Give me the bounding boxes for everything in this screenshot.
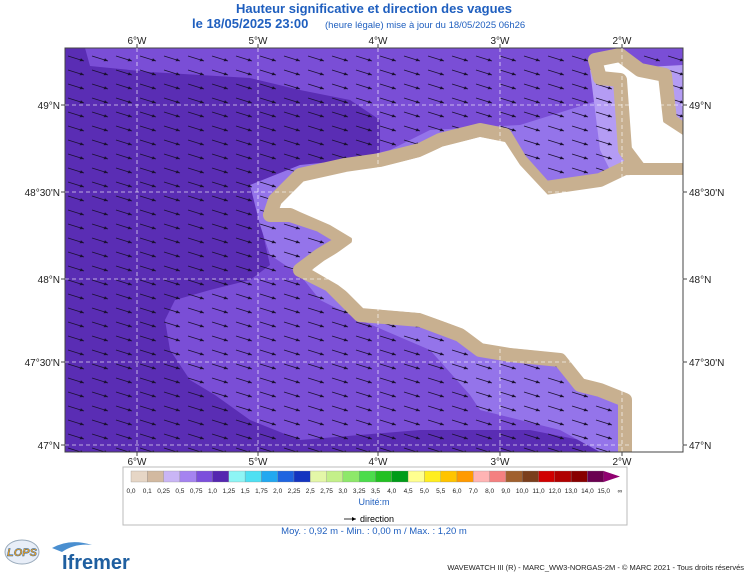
lon-label-bottom: 5°W (249, 457, 269, 468)
legend-label: 1,25 (222, 488, 235, 495)
lon-label-bottom: 3°W (491, 457, 511, 468)
legend-label: 0,75 (190, 488, 203, 495)
legend-swatch (163, 470, 181, 483)
legend-label: 0,0 (126, 488, 135, 495)
legend-swatch (196, 470, 213, 483)
graticule: 6°W 6°W 5°W 5°W 4°W 4°W 3°W 3°W 2°W 2°W 49°N 49°N 48… (25, 36, 725, 468)
lops-text: LOPS (7, 547, 38, 559)
legend-swatch (179, 470, 197, 483)
legend-label: 2,0 (273, 488, 282, 495)
legend-label: 8,0 (485, 488, 494, 495)
stats: Moy. : 0,92 m - Min. : 0,00 m / Max. : 1… (281, 526, 467, 537)
legend-unit: Unité:m (358, 497, 389, 507)
legend-label: 2,5 (306, 488, 315, 495)
legend-swatch (375, 470, 392, 483)
lops-logo (4, 539, 40, 565)
lon-label-top: 6°W (128, 36, 148, 47)
legend-label: 6,0 (452, 488, 461, 495)
legend-label: 2,25 (288, 488, 301, 495)
legend-direction: direction (360, 514, 394, 524)
legend-label: 12,0 (548, 488, 561, 495)
legend-label: 14,0 (581, 488, 594, 495)
legend-label: 0,1 (143, 488, 152, 495)
land-inner (285, 80, 683, 452)
lon-label-top: 2°W (613, 36, 633, 47)
legend-label: 4,5 (404, 488, 413, 495)
lon-label-bottom: 2°W (613, 457, 633, 468)
footer-credit: WAVEWATCH III (R) - MARC_WW3-NORGAS-2M -… (447, 563, 744, 572)
lon-label-top: 5°W (249, 36, 269, 47)
legend-swatch (277, 470, 295, 483)
legend-swatch (489, 470, 507, 483)
legend-label: 0,25 (157, 488, 170, 495)
legend-label: 5,5 (436, 488, 445, 495)
legend-label: ∞ (618, 488, 623, 495)
legend-label: 15,0 (597, 488, 610, 495)
legend-label: 2,75 (320, 488, 333, 495)
lat-label-left: 47°N (38, 441, 60, 452)
legend-swatch (130, 470, 148, 483)
legend-swatch (424, 470, 441, 483)
legend-swatch (391, 470, 409, 483)
legend-swatch (473, 470, 490, 483)
legend-label: 4,0 (387, 488, 396, 495)
legend-label: 1,5 (241, 488, 250, 495)
legend-label: 5,0 (420, 488, 429, 495)
direction-arrow-head (352, 517, 356, 521)
lon-label-top: 3°W (491, 36, 511, 47)
legend-swatch (212, 470, 229, 483)
legend-label: 1,0 (208, 488, 217, 495)
legend-swatch (440, 470, 458, 483)
legend-label: 9,0 (501, 488, 510, 495)
ifremer-text: Ifremer (62, 552, 130, 574)
date: le 18/05/2025 23:00 (192, 16, 308, 31)
map (65, 48, 683, 452)
lat-label-left: 49°N (38, 101, 60, 112)
legend-swatch (342, 470, 360, 483)
legend-swatch (359, 470, 376, 483)
legend-label: 13,0 (565, 488, 578, 495)
legend-arrow (603, 471, 620, 482)
legend-swatch (538, 470, 555, 483)
legend-swatch (326, 470, 344, 483)
legend-swatch (244, 470, 262, 483)
lon-label-bottom: 6°W (128, 457, 148, 468)
lat-label-right: 48°N (689, 275, 711, 286)
legend-label: 1,75 (255, 488, 268, 495)
lat-label-left: 48°N (38, 275, 60, 286)
legend-swatch (228, 470, 246, 483)
lat-label-right: 48°30'N (689, 188, 724, 199)
legend-swatch (587, 470, 604, 483)
legend-label: 3,5 (371, 488, 380, 495)
legend-label: 0,5 (175, 488, 184, 495)
lat-label-right: 49°N (689, 101, 711, 112)
legend-swatch (310, 470, 327, 483)
legend-swatch (554, 470, 572, 483)
lon-label-bottom: 4°W (369, 457, 389, 468)
legend-label: 11,0 (532, 488, 545, 495)
legend-swatch (147, 470, 164, 483)
legend-label: 3,25 (353, 488, 366, 495)
legend: 0,0 0,1 0,25 0,5 0,75 1,0 1,25 1,5 1,75 2,0 2,25 2,… (126, 470, 623, 495)
ifremer-wave (52, 542, 92, 552)
lat-label-left: 48°30'N (25, 188, 60, 199)
lon-label-top: 4°W (369, 36, 389, 47)
update-note: (heure légale) mise à jour du 18/05/2025… (325, 20, 525, 31)
title: Hauteur significative et direction des v… (236, 1, 512, 16)
legend-swatch (261, 470, 278, 483)
lat-label-left: 47°30'N (25, 358, 60, 369)
legend-swatch (293, 470, 311, 483)
lat-label-right: 47°N (689, 441, 711, 452)
lat-label-right: 47°30'N (689, 358, 724, 369)
legend-swatch (407, 470, 425, 483)
legend-label: 7,0 (469, 488, 478, 495)
legend-swatch (505, 470, 523, 483)
legend-swatch (456, 470, 474, 483)
legend-label: 3,0 (338, 488, 347, 495)
legend-swatch (570, 470, 588, 483)
map-frame (64, 47, 684, 453)
legend-label: 10,0 (516, 488, 529, 495)
legend-swatch (522, 470, 539, 483)
